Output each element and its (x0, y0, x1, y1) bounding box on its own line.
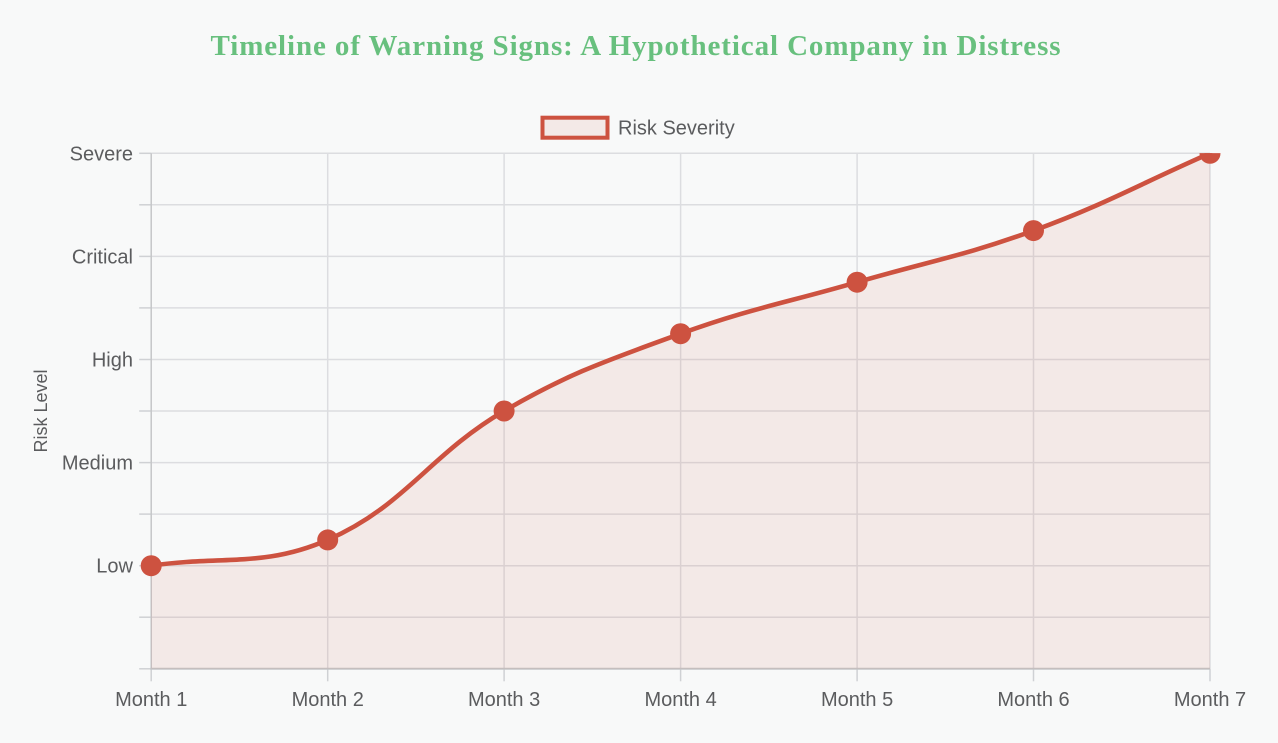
svg-text:Month 1: Month 1 (115, 689, 187, 711)
svg-text:Month 6: Month 6 (997, 689, 1069, 711)
svg-text:Low: Low (96, 556, 133, 578)
svg-text:Severe: Severe (70, 143, 133, 165)
svg-text:High: High (92, 350, 133, 372)
svg-text:Risk Level: Risk Level (31, 369, 51, 452)
svg-text:Critical: Critical (72, 246, 133, 268)
svg-text:Risk Severity: Risk Severity (618, 118, 735, 140)
svg-text:Month 5: Month 5 (821, 689, 893, 711)
svg-text:Month 3: Month 3 (468, 689, 540, 711)
svg-text:Month 2: Month 2 (292, 689, 364, 711)
svg-text:Timeline of Warning Signs: A H: Timeline of Warning Signs: A Hypothetica… (211, 30, 1062, 62)
svg-text:Month 7: Month 7 (1174, 689, 1246, 711)
svg-text:Medium: Medium (62, 453, 133, 475)
svg-text:Month 4: Month 4 (644, 689, 716, 711)
